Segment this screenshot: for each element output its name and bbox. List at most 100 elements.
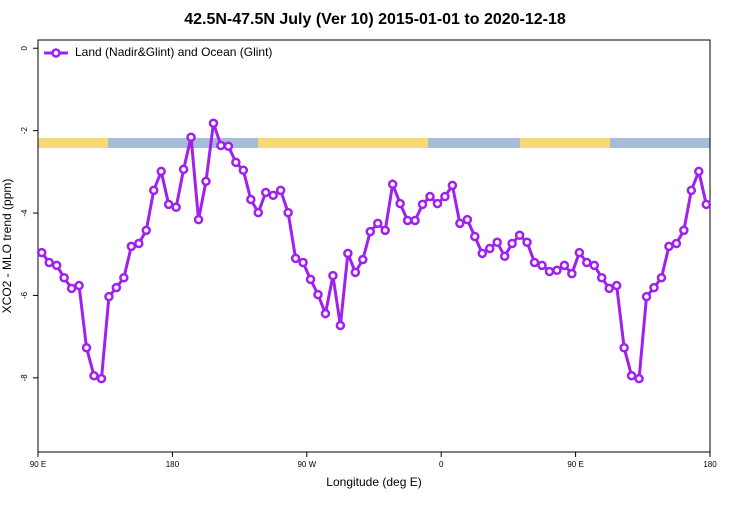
- data-point: [260, 187, 271, 198]
- x-axis-title: Longitude (deg E): [326, 475, 421, 489]
- data-point: [186, 132, 196, 142]
- data-point: [387, 179, 398, 189]
- data-point: [559, 260, 570, 271]
- data-point: [253, 207, 264, 218]
- x-tick-label: 90 E: [30, 460, 46, 469]
- data-point: [246, 194, 256, 205]
- data-point: [320, 308, 331, 319]
- data-point: [231, 157, 241, 168]
- data-point: [36, 247, 47, 258]
- data-point: [119, 272, 129, 283]
- data-point: [417, 199, 428, 210]
- data-point: [626, 371, 637, 381]
- data-point: [178, 164, 189, 175]
- x-tick-label: 180: [166, 460, 180, 469]
- data-point: [163, 199, 174, 210]
- data-point: [171, 202, 181, 213]
- y-tick-label: -6: [20, 291, 29, 299]
- data-point: [283, 207, 293, 218]
- data-point: [410, 215, 420, 226]
- data-point: [343, 248, 353, 259]
- data-point: [522, 237, 532, 248]
- data-point: [193, 214, 204, 225]
- data-point: [59, 272, 69, 283]
- data-point: [402, 215, 413, 226]
- data-point: [537, 260, 547, 271]
- data-point: [275, 185, 286, 196]
- data-point: [51, 260, 62, 271]
- legend-label: Land (Nadir&Glint) and Ocean (Glint): [75, 45, 272, 59]
- data-point: [223, 141, 234, 152]
- plot-frame: [37, 39, 711, 453]
- data-point: [425, 191, 435, 202]
- y-axis-title: XCO2 - MLO trend (ppm): [0, 179, 14, 314]
- data-point: [589, 260, 600, 271]
- data-point: [596, 272, 607, 283]
- x-tick-label: 90 W: [297, 460, 316, 469]
- data-point: [74, 280, 84, 291]
- data-point: [432, 198, 443, 209]
- data-point: [350, 267, 361, 278]
- y-tick-label: -2: [20, 127, 29, 135]
- x-tick-label: 180: [703, 460, 717, 469]
- data-point: [208, 118, 219, 128]
- data-point: [574, 247, 585, 258]
- data-point: [611, 280, 622, 291]
- data-point: [305, 274, 316, 285]
- data-point: [634, 373, 644, 384]
- data-point: [701, 199, 712, 210]
- y-tick-label: -8: [20, 374, 29, 382]
- data-point: [671, 238, 682, 249]
- data-point: [664, 241, 674, 252]
- data-point: [641, 291, 652, 302]
- data-point: [313, 289, 323, 300]
- data-point: [148, 185, 159, 196]
- data-point: [395, 198, 405, 209]
- data-point: [604, 283, 614, 294]
- data-point: [492, 237, 502, 248]
- y-tick-label: 0: [20, 45, 29, 50]
- data-point: [238, 165, 249, 175]
- x-tick-label: 0: [439, 460, 444, 469]
- data-point: [686, 185, 697, 196]
- data-point: [290, 253, 301, 264]
- data-point: [619, 343, 629, 353]
- data-point: [216, 140, 226, 151]
- data-point: [462, 214, 473, 225]
- data-point: [365, 226, 376, 237]
- data-point: [372, 218, 383, 229]
- data-point: [335, 320, 346, 331]
- data-point: [470, 231, 480, 242]
- data-point: [44, 257, 54, 268]
- data-point: [694, 166, 704, 177]
- data-point: [447, 180, 458, 191]
- data-point: [201, 176, 211, 187]
- data-point: [298, 257, 308, 268]
- data-point: [111, 282, 122, 293]
- x-tick-label: 90 E: [567, 460, 583, 469]
- data-point: [81, 343, 92, 353]
- data-point: [544, 266, 555, 277]
- data-point: [484, 243, 495, 254]
- data-point: [679, 225, 689, 236]
- data-point: [440, 191, 450, 202]
- data-point: [656, 272, 667, 283]
- data-point: [156, 166, 166, 177]
- data-point: [96, 373, 107, 384]
- chart-title: 42.5N-47.5N July (Ver 10) 2015-01-01 to …: [184, 11, 566, 28]
- data-point: [89, 371, 99, 381]
- legend-marker: [51, 48, 61, 58]
- land-ocean-strip: [38, 138, 710, 148]
- data-point: [328, 270, 338, 281]
- data-point: [358, 254, 368, 265]
- data-point: [477, 248, 488, 259]
- data-point: [134, 238, 144, 249]
- data-point: [529, 257, 540, 268]
- data-point: [582, 257, 592, 268]
- data-point: [649, 282, 659, 293]
- data-point: [567, 268, 577, 279]
- data-point: [507, 238, 517, 249]
- data-point: [380, 225, 390, 236]
- y-tick-label: -4: [20, 209, 29, 217]
